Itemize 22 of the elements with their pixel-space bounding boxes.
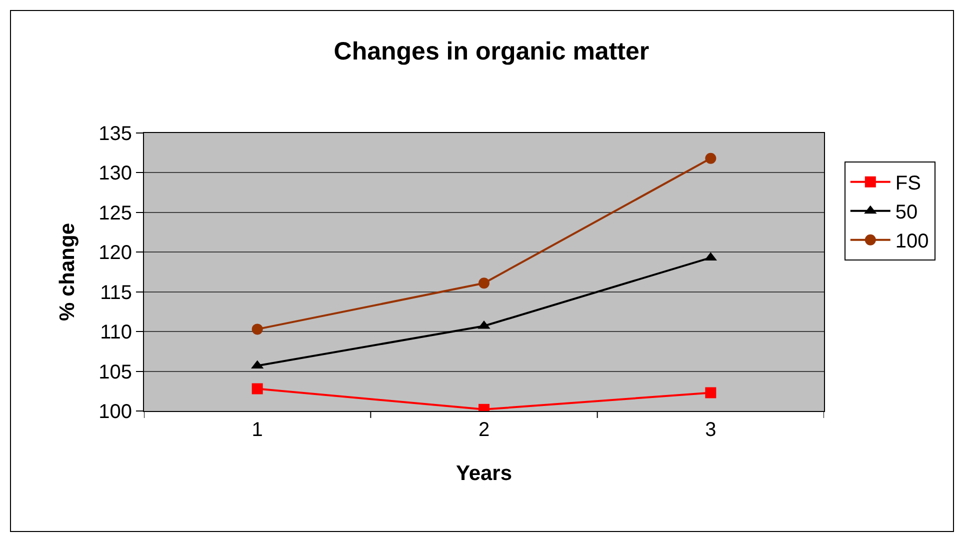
y-tick-label: 105 (98, 361, 132, 384)
point (478, 278, 490, 289)
y-tick-label: 120 (98, 242, 132, 264)
y-tick-label: 135 (98, 123, 132, 145)
y-tick-label: 100 (98, 401, 132, 423)
legend-label: 100 (895, 230, 929, 253)
point (252, 324, 263, 335)
point (705, 387, 716, 398)
point (252, 383, 263, 394)
x-tick-label: 1 (252, 419, 263, 441)
y-tick-label: 115 (100, 282, 132, 304)
chart-title: Changes in organic matter (334, 38, 650, 66)
x-tick-label: 3 (705, 419, 716, 441)
y-tick-label: 130 (98, 162, 132, 185)
y-tick-label: 125 (98, 202, 132, 224)
point (705, 152, 716, 164)
legend-label: FS (895, 172, 921, 195)
y-tick-label: 110 (100, 322, 132, 344)
legend-label: 50 (895, 202, 918, 224)
x-tick-label: 2 (478, 419, 490, 441)
x-axis-title: Years (456, 462, 512, 486)
y-axis-title: % change (56, 222, 79, 322)
